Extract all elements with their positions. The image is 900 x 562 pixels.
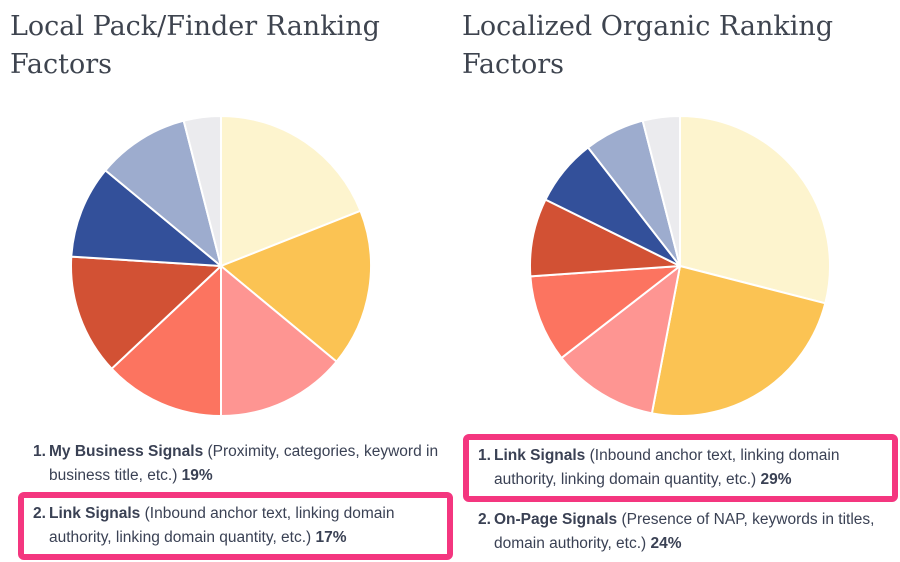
factor-label: Link Signals xyxy=(49,505,141,522)
item-number: 1. xyxy=(33,443,46,460)
caption-line: On-Page Signals (Presence of NAP, keywor… xyxy=(494,508,874,532)
factor-label: Link Signals xyxy=(494,447,586,464)
pie-slice-slice-8 xyxy=(182,115,222,267)
pie-slice-slice-6 xyxy=(70,169,222,267)
caption-text: On-Page Signals (Presence of NAP, keywor… xyxy=(494,508,874,556)
highlight-box: 1. Link Signals (Inbound anchor text, li… xyxy=(463,434,898,502)
item-number: 2. xyxy=(478,511,491,528)
caption-list-right: 1. Link Signals (Inbound anchor text, li… xyxy=(463,434,900,556)
factor-percentage: 29% xyxy=(760,471,792,488)
item-number: 1. xyxy=(478,447,491,464)
caption-line: authority, linking domain quantity, etc.… xyxy=(494,468,840,492)
factor-description: authority, linking domain quantity, etc.… xyxy=(494,471,761,488)
highlight-box: 2. Link Signals (Inbound anchor text, li… xyxy=(18,492,453,560)
caption-list-left: 1. My Business Signals (Proximity, categ… xyxy=(18,440,463,560)
factor-description: (Proximity, categories, keyword in xyxy=(203,443,439,460)
caption-item-link-signals: 1. Link Signals (Inbound anchor text, li… xyxy=(478,444,884,492)
caption-text: Link Signals (Inbound anchor text, linki… xyxy=(494,444,840,492)
pie-slice-slice-8 xyxy=(641,115,681,267)
caption-item-my-business-signals: 1. My Business Signals (Proximity, categ… xyxy=(33,440,463,488)
caption-line: Link Signals (Inbound anchor text, linki… xyxy=(494,444,840,468)
factor-percentage: 19% xyxy=(181,467,213,484)
caption-text: Link Signals (Inbound anchor text, linki… xyxy=(49,502,395,550)
pie-slice-link-signals xyxy=(679,115,831,305)
pie-slice-slice-3 xyxy=(560,265,681,415)
caption-item-link-signals: 2. Link Signals (Inbound anchor text, li… xyxy=(33,502,439,550)
caption-line: authority, linking domain quantity, etc.… xyxy=(49,526,395,550)
pie-chart-local-pack xyxy=(70,115,372,417)
factor-label: On-Page Signals xyxy=(494,511,618,528)
factor-description: authority, linking domain quantity, etc.… xyxy=(49,529,316,546)
factor-percentage: 24% xyxy=(650,535,682,552)
factor-description: business title, etc.) xyxy=(49,467,182,484)
factor-description: (Inbound anchor text, linking domain xyxy=(140,505,395,522)
item-number: 2. xyxy=(33,505,46,522)
caption-line: domain authority, etc.) 24% xyxy=(494,532,874,556)
factor-percentage: 17% xyxy=(315,529,347,546)
pie-slice-on-page-signals xyxy=(650,265,827,417)
pie-slice-slice-4 xyxy=(529,265,681,359)
factor-description: (Inbound anchor text, linking domain xyxy=(585,447,840,464)
factor-label: My Business Signals xyxy=(49,443,204,460)
pie-slice-link-signals xyxy=(220,209,372,363)
chart-title-local-pack: Local Pack/Finder Ranking Factors xyxy=(10,11,380,80)
pie-slice-my-business-signals xyxy=(220,115,362,267)
caption-text: My Business Signals (Proximity, categori… xyxy=(49,440,438,488)
caption-line: My Business Signals (Proximity, categori… xyxy=(49,440,438,464)
chart-title-localized-organic: Localized Organic Ranking Factors xyxy=(462,11,833,80)
pie-slice-slice-4 xyxy=(110,265,222,417)
caption-line: business title, etc.) 19% xyxy=(49,464,438,488)
factor-description: (Presence of NAP, keywords in titles, xyxy=(617,511,875,528)
pie-slice-slice-3 xyxy=(220,265,338,417)
caption-item-on-page-signals: 2. On-Page Signals (Presence of NAP, key… xyxy=(478,508,900,556)
pie-slice-slice-5 xyxy=(70,255,222,370)
factor-description: domain authority, etc.) xyxy=(494,535,651,552)
caption-line: Link Signals (Inbound anchor text, linki… xyxy=(49,502,395,526)
pie-chart-localized-organic xyxy=(529,115,831,417)
